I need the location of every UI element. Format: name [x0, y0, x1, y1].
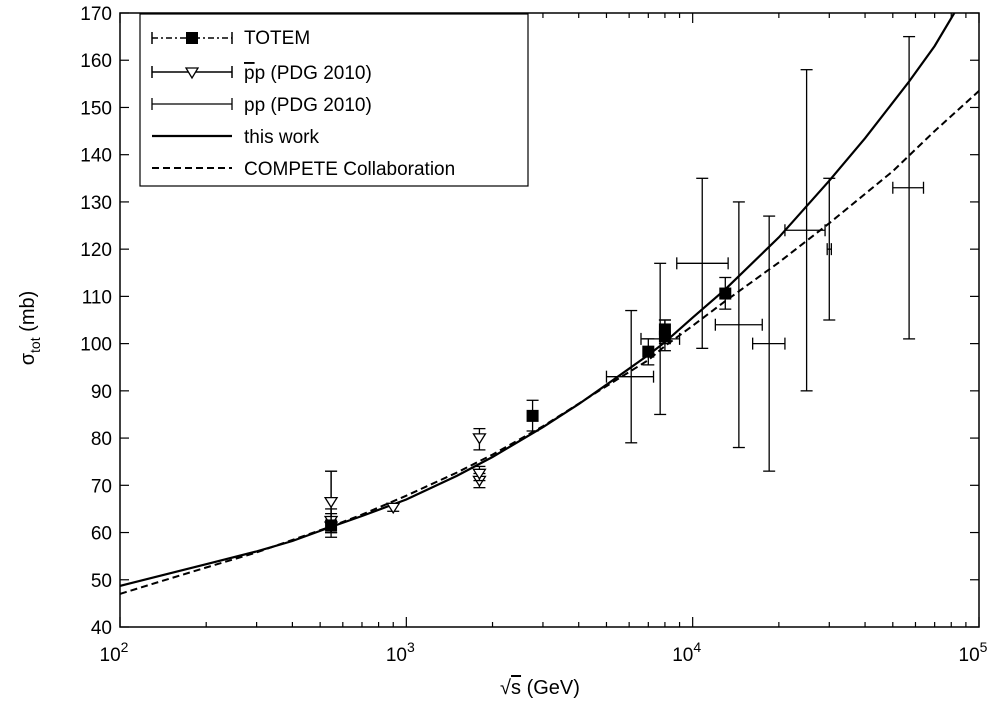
y-tick-label: 100 [80, 335, 112, 356]
legend-label-this-work: this work [244, 127, 319, 148]
y-axis-label: σtot (mb) [17, 291, 43, 366]
y-tick-label: 40 [91, 618, 112, 639]
this-work-curve [120, 13, 956, 587]
totem-point [325, 519, 338, 532]
y-tick-label: 110 [82, 287, 112, 308]
y-tick-label: 50 [91, 571, 112, 592]
legend-label-ppbar: pp (PDG 2010) [244, 63, 372, 84]
x-tick-label: 103 [386, 639, 415, 666]
x-tick-label: 105 [959, 639, 988, 666]
data-points [323, 35, 925, 538]
x-tick-label: 102 [100, 639, 129, 666]
y-tick-label: 60 [91, 524, 112, 545]
y-tick-label: 160 [80, 51, 112, 72]
legend-sample-totem-marker [186, 32, 198, 44]
legend-ppbar-overline: p [244, 63, 255, 84]
plot-frame [119, 12, 980, 628]
ppbar-point [472, 468, 487, 481]
y-tick-label: 140 [80, 146, 112, 167]
ppbar-point [386, 502, 401, 515]
legend-box [139, 13, 529, 187]
y-axis-subscript: tot [27, 337, 43, 353]
y-tick-label: 130 [80, 193, 112, 214]
x-tick-label: 104 [672, 639, 701, 666]
y-tick-label: 90 [91, 382, 112, 403]
ppbar-point [323, 496, 339, 509]
y-tick-label: 170 [80, 4, 112, 25]
legend-label-compete: COMPETE Collaboration [244, 159, 455, 180]
legend-label-totem: TOTEM [244, 28, 310, 49]
totem-point [658, 323, 671, 336]
totem-point [526, 409, 539, 422]
totem-point [719, 287, 732, 300]
legend-label-pp: pp (PDG 2010) [244, 95, 372, 116]
y-tick-label: 70 [91, 476, 112, 497]
totem-point [642, 345, 655, 358]
ppbar-point [472, 433, 487, 445]
legend-sample-ppbar-marker [184, 67, 200, 80]
tick-labels: 40 50 60 70 80 90 100 110 120 130 140 150 160 170 102 1… [80, 4, 987, 666]
y-tick-label: 80 [91, 429, 112, 450]
y-tick-label: 120 [80, 240, 112, 261]
legend: TOTEM pp (PDG 2010) pp (PDG 2010) this w… [139, 13, 529, 187]
x-axis-label: √s (GeV) [500, 677, 580, 699]
y-tick-label: 150 [80, 98, 112, 119]
x-axis-var: s [511, 677, 521, 699]
